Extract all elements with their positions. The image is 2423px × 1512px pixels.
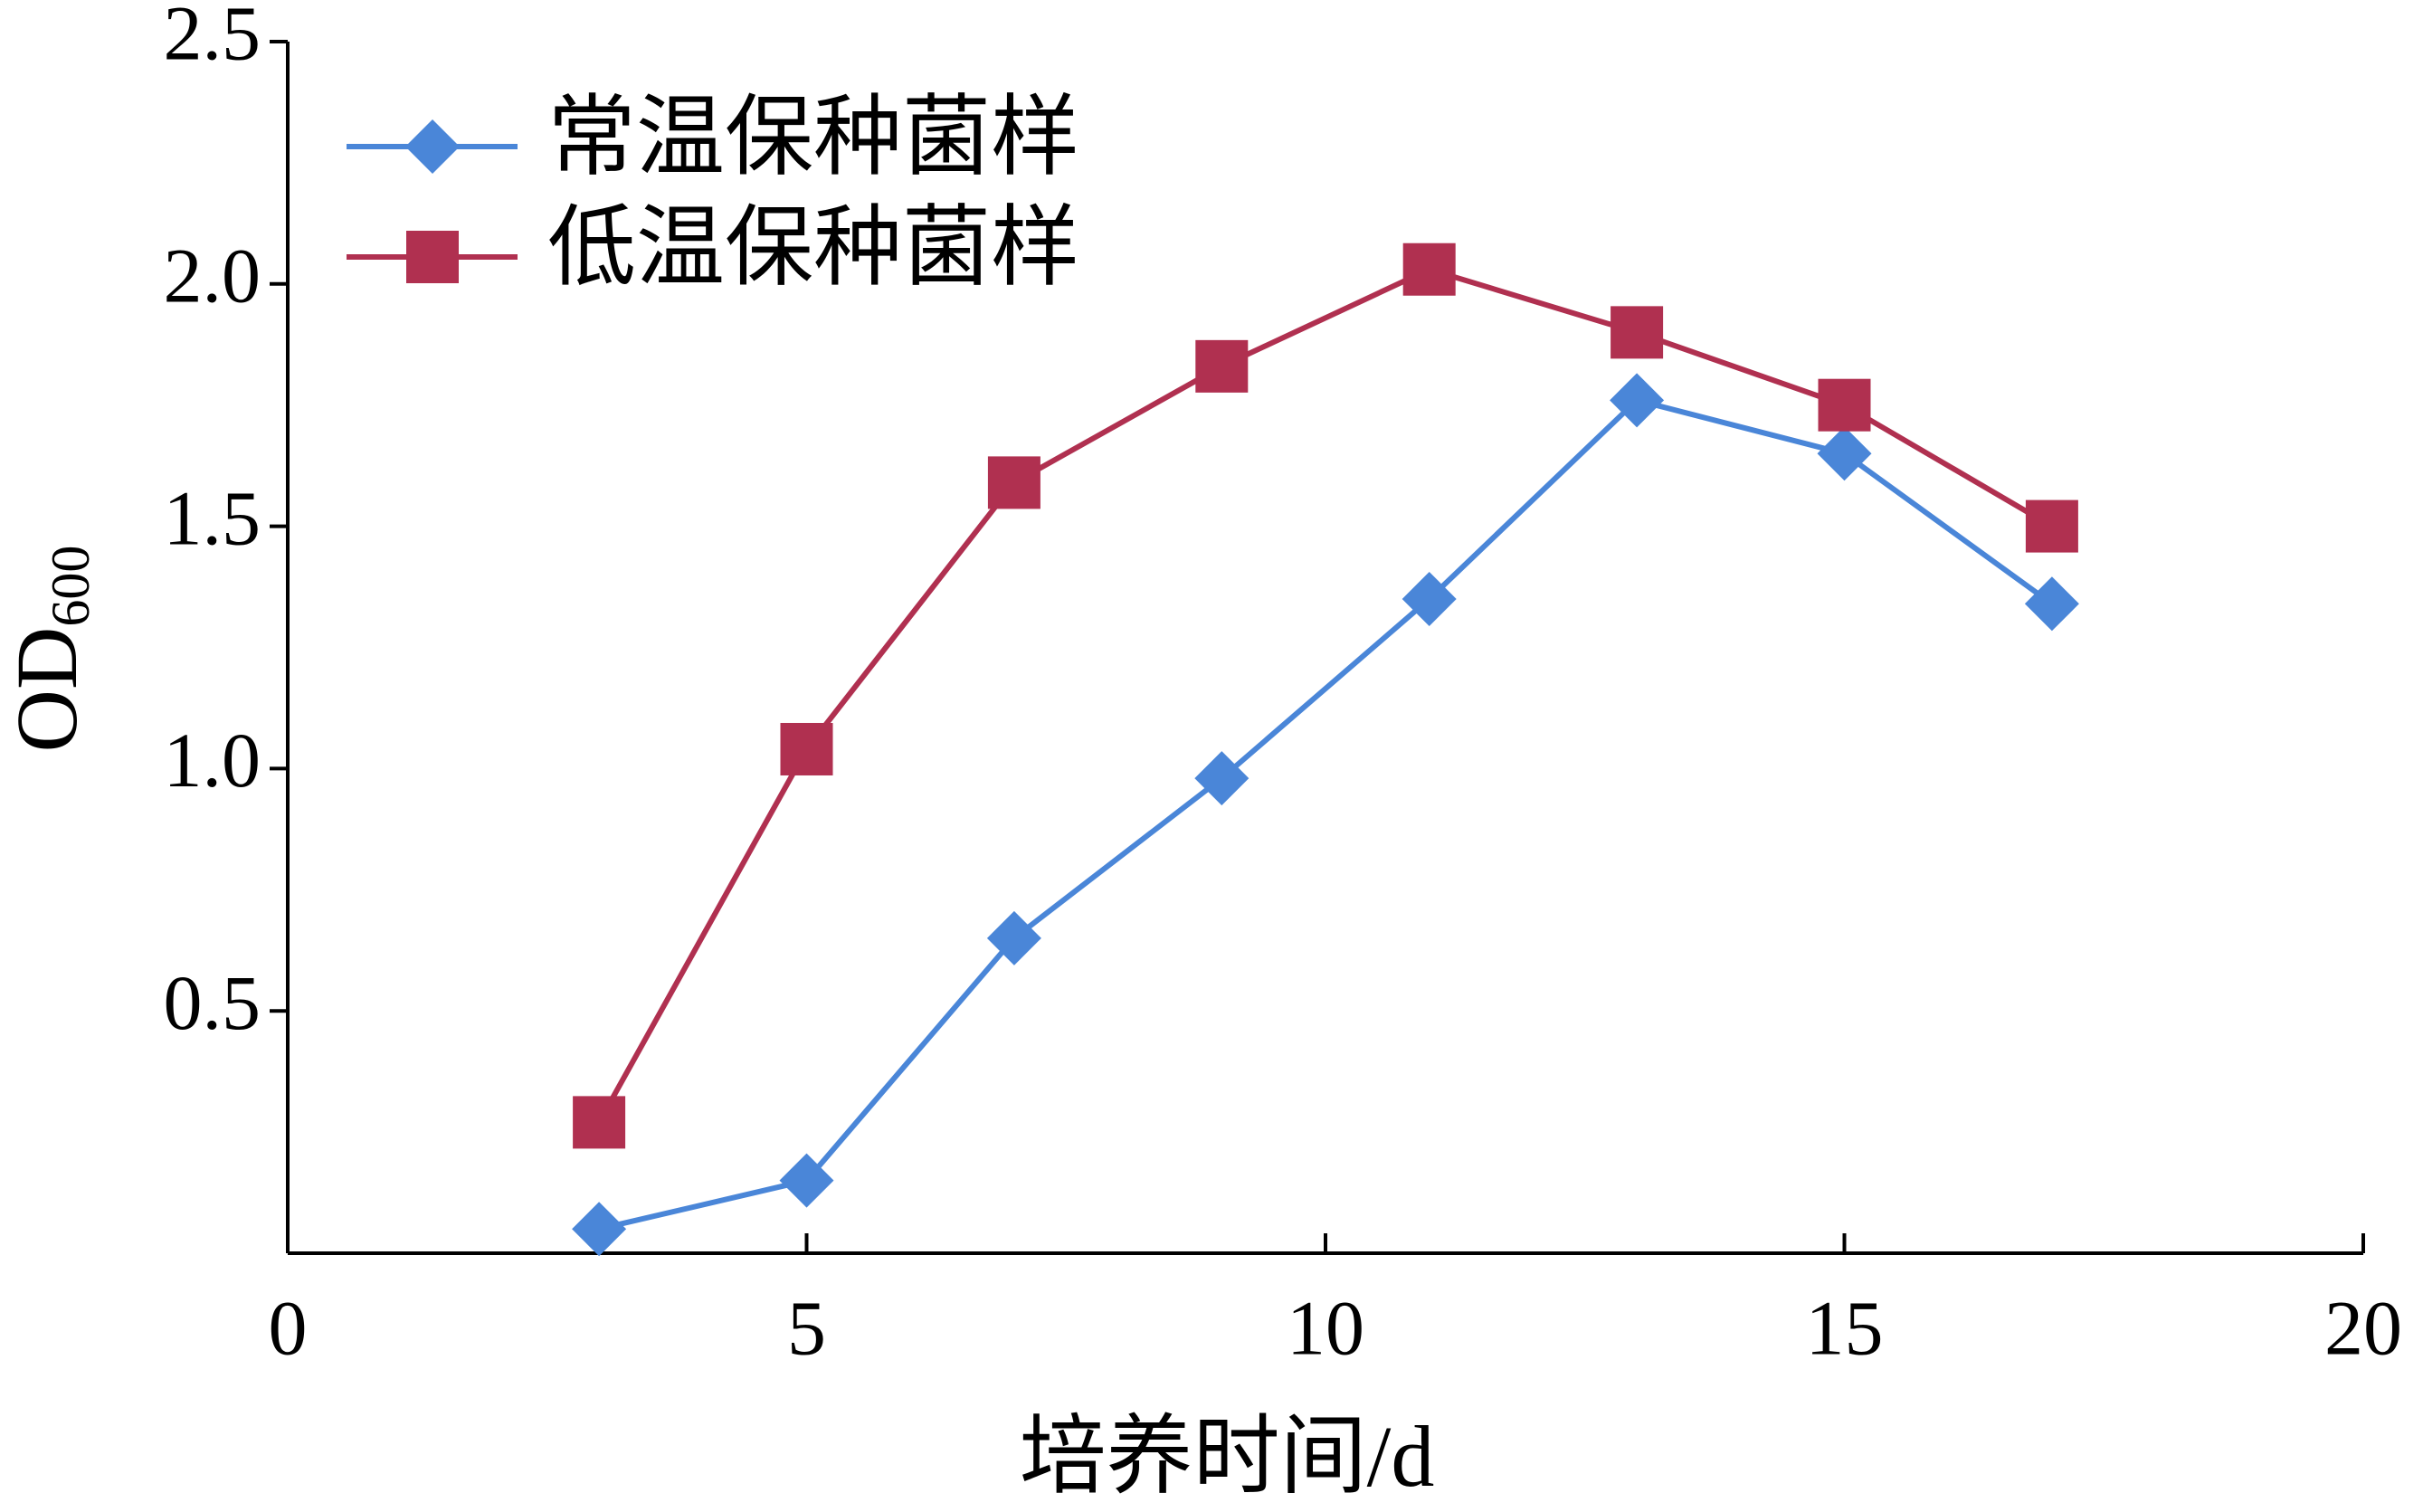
y-tick-label: 0.5 — [164, 959, 261, 1046]
marker — [405, 119, 460, 174]
marker — [1402, 242, 1456, 296]
x-tick-label: 15 — [1806, 1285, 1884, 1372]
y-axis-label-main: OD — [0, 627, 95, 753]
y-tick-label: 2.0 — [164, 233, 261, 319]
x-tick-label: 10 — [1287, 1285, 1364, 1372]
legend-label: 低温保种菌样 — [547, 199, 1079, 297]
x-tick-label: 5 — [787, 1285, 826, 1372]
x-tick-label: 0 — [269, 1285, 308, 1372]
y-axis-label-subscript: 600 — [41, 546, 100, 627]
y-tick-label: 2.5 — [164, 0, 261, 77]
marker — [1818, 378, 1871, 432]
marker — [1610, 373, 1665, 428]
marker — [2024, 576, 2079, 632]
marker — [780, 722, 833, 775]
marker — [1194, 751, 1250, 806]
series-line — [598, 397, 2054, 1232]
marker — [779, 1153, 834, 1208]
y-tick-label: 1.5 — [164, 474, 261, 561]
series-line — [596, 266, 2054, 1124]
marker — [2025, 499, 2078, 553]
marker — [572, 1202, 627, 1257]
marker — [986, 910, 1041, 965]
y-tick-label: 1.0 — [164, 717, 261, 804]
marker — [1402, 571, 1457, 626]
legend-label: 常温保种菌样 — [547, 89, 1079, 186]
marker — [1611, 306, 1664, 359]
marker — [573, 1096, 626, 1149]
x-tick-label: 20 — [2324, 1285, 2402, 1372]
marker — [406, 231, 459, 283]
marker — [1817, 426, 1872, 481]
y-axis-label: OD600 — [0, 546, 100, 753]
marker — [987, 456, 1040, 509]
y-axis-label-group: OD600 — [0, 546, 100, 753]
x-axis-label: 培养时间/d — [1020, 1408, 1435, 1505]
marker — [1195, 339, 1249, 393]
